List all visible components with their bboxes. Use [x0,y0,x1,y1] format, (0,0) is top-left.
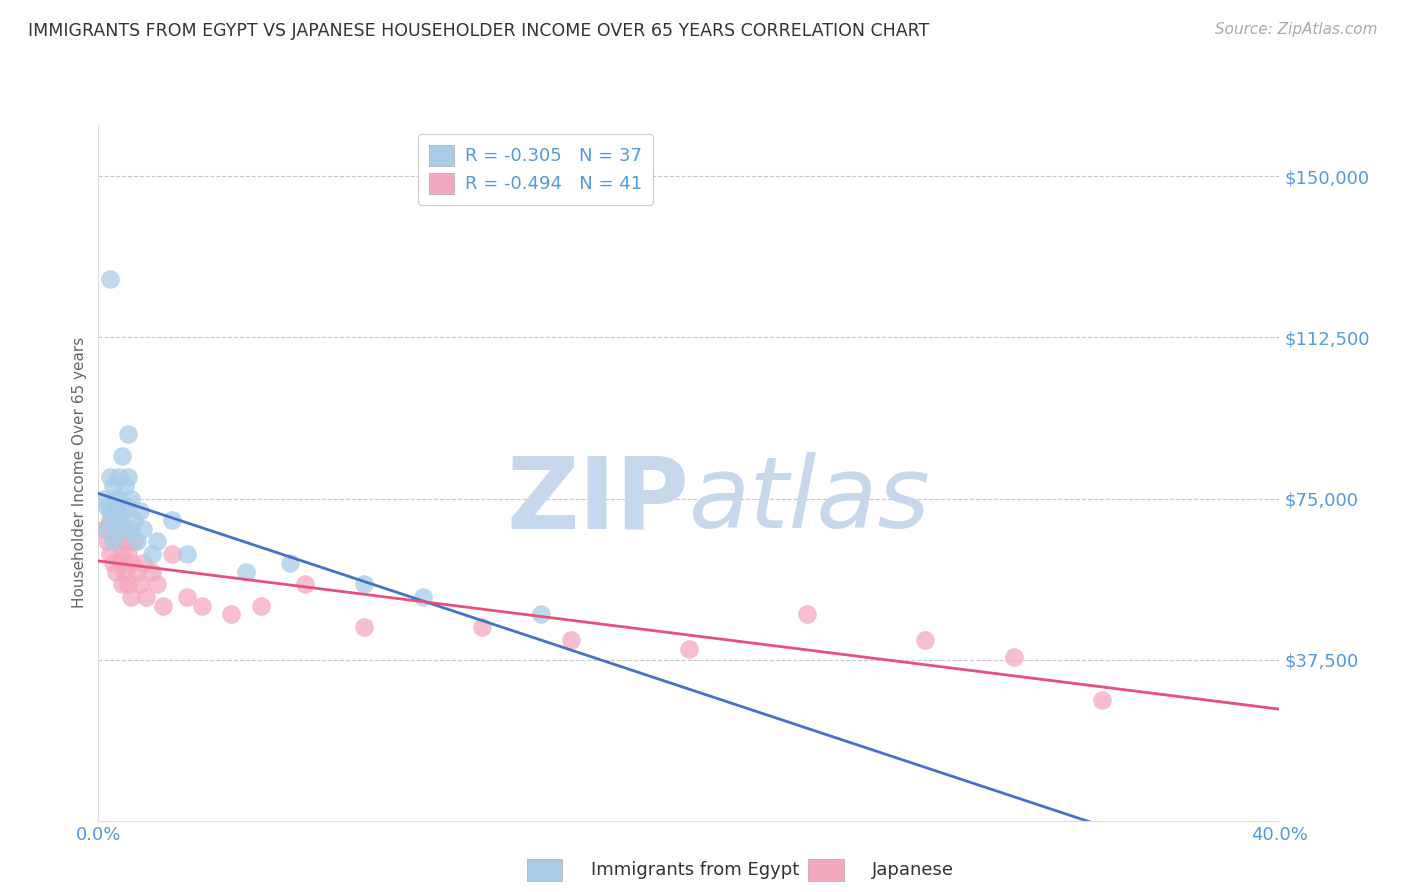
Point [135,591,157,605]
Point [191,599,214,613]
Point [111,449,134,463]
Point [1002,650,1025,665]
Point [128,504,150,518]
Point [114,534,136,549]
Point [114,522,136,536]
Text: Immigrants from Egypt: Immigrants from Egypt [591,861,799,879]
Point [98,504,121,518]
Point [98,470,121,484]
Point [108,491,131,506]
Point [98,513,121,527]
Text: Japanese: Japanese [872,861,953,879]
Point [108,470,131,484]
Point [353,577,375,591]
Point [235,565,257,579]
Point [117,470,139,484]
Point [105,522,128,536]
Point [162,547,183,561]
Point [471,620,494,634]
Point [96,534,118,549]
Point [117,577,139,591]
Text: atlas: atlas [689,452,931,549]
Point [108,513,131,527]
Point [103,478,125,492]
Point [146,577,169,591]
Point [96,522,118,536]
Point [132,556,155,570]
Point [114,478,136,492]
Point [132,522,155,536]
Point [105,504,128,518]
Point [125,565,148,579]
Point [111,577,134,591]
Point [152,599,174,613]
Point [796,607,818,622]
Point [93,522,115,536]
Point [111,547,134,561]
Legend: R = -0.305   N = 37, R = -0.494   N = 41: R = -0.305 N = 37, R = -0.494 N = 41 [418,134,652,204]
Point [141,547,163,561]
Point [103,522,125,536]
Point [108,534,131,549]
Point [1091,693,1114,707]
Point [278,556,302,570]
Point [93,491,115,506]
Text: ZIP: ZIP [506,452,689,549]
Point [294,577,316,591]
Point [122,534,145,549]
Point [162,513,183,527]
Point [146,534,169,549]
Point [96,500,118,515]
Point [103,556,125,570]
Point [103,513,125,527]
Text: Source: ZipAtlas.com: Source: ZipAtlas.com [1215,22,1378,37]
Point [122,513,145,527]
Point [219,607,242,622]
Point [176,591,198,605]
Point [125,534,148,549]
Y-axis label: Householder Income Over 65 years: Householder Income Over 65 years [72,337,87,608]
Point [111,522,134,536]
Point [117,427,139,442]
Point [120,522,142,536]
Text: IMMIGRANTS FROM EGYPT VS JAPANESE HOUSEHOLDER INCOME OVER 65 YEARS CORRELATION C: IMMIGRANTS FROM EGYPT VS JAPANESE HOUSEH… [28,22,929,40]
Point [530,607,553,622]
Point [120,556,142,570]
Point [176,547,198,561]
Point [128,577,150,591]
Point [111,504,134,518]
Point [117,500,139,515]
Point [98,272,121,286]
Point [105,491,128,506]
Point [98,547,121,561]
Point [678,641,700,656]
Point [114,565,136,579]
Point [108,556,131,570]
Point [117,547,139,561]
Point [412,591,434,605]
Point [560,633,582,648]
Point [120,491,142,506]
Point [353,620,375,634]
Point [914,633,936,648]
Point [120,591,142,605]
Point [250,599,273,613]
Point [103,534,125,549]
Point [105,565,128,579]
Point [141,565,163,579]
Point [105,504,128,518]
